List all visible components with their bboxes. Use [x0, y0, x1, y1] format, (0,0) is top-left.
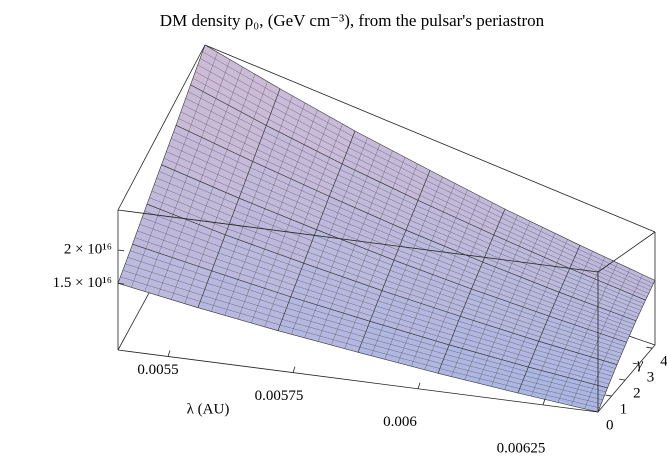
surface-mesh: [134, 209, 224, 267]
y-tick-label: 1: [620, 401, 628, 417]
y-tick: [605, 394, 612, 397]
x-tick: [167, 350, 171, 357]
z-tick-label: 1.5 × 10¹⁶: [53, 275, 112, 291]
surface-mesh: [213, 239, 302, 293]
surface-mesh: [163, 131, 251, 193]
x-axis-label: λ (AU): [187, 401, 230, 417]
y-tick-label: 2: [633, 386, 641, 402]
surface-mesh: [331, 169, 417, 226]
surface-mesh: [178, 91, 265, 156]
surface-mesh: [419, 175, 504, 231]
x-tick-label: 0.006: [383, 414, 417, 430]
surface-mesh: [439, 348, 527, 390]
surface-mesh: [550, 296, 635, 339]
surface-mesh: [200, 275, 289, 327]
z-tick: [117, 282, 125, 285]
surface-mesh: [407, 205, 493, 258]
surface-mesh: [254, 131, 341, 192]
surface-mesh: [305, 234, 393, 287]
z-tick: [117, 249, 125, 252]
y-tick-label: 0: [606, 417, 614, 433]
surface-mesh: [192, 51, 278, 120]
surface-mesh: [371, 294, 459, 342]
surface-mesh: [359, 325, 448, 370]
chart-title: DM density ρ₀, (GeV cm⁻³), from the puls…: [160, 11, 545, 30]
box-edge: [597, 231, 656, 273]
y-tick: [632, 362, 639, 365]
box-edge: [204, 44, 656, 233]
x-tick: [292, 366, 296, 373]
box-edge: [117, 349, 599, 413]
surface-mesh: [519, 370, 606, 409]
z-tick-label: 2 × 10¹⁶: [64, 241, 112, 257]
box-edge: [117, 44, 206, 211]
y-tick-label: 3: [647, 370, 655, 386]
surface-mesh: [292, 267, 381, 318]
surface-mesh: [318, 201, 405, 256]
x-tick-label: 0.00575: [255, 388, 304, 404]
y-tick: [646, 346, 653, 349]
surface-mesh: [462, 293, 548, 338]
surface-mesh: [280, 300, 369, 349]
y-tick: [591, 410, 599, 413]
surface-mesh: [495, 213, 579, 265]
x-tick-label: 0.00625: [497, 440, 546, 456]
surface-mesh: [227, 203, 315, 259]
surface-mesh: [344, 136, 429, 196]
surface-mesh: [473, 266, 558, 313]
surface-mesh: [561, 272, 644, 318]
y-axis-label: γ: [637, 356, 644, 372]
surface-mesh: [530, 345, 616, 385]
y-tick: [619, 378, 626, 381]
box-edge: [117, 209, 599, 273]
surface-mesh: [120, 248, 210, 304]
surface-mesh: [450, 320, 537, 364]
x-tick: [542, 398, 546, 406]
x-tick-label: 0.0055: [137, 362, 178, 378]
surface-mesh: [484, 239, 568, 289]
x-tick: [417, 382, 421, 389]
surface-mesh: [149, 170, 237, 230]
surface-mesh: [241, 167, 328, 225]
y-tick-label: 4: [660, 354, 667, 370]
surface-mesh: [383, 264, 470, 313]
surface-mesh: [571, 249, 654, 298]
surface-mesh: [395, 234, 481, 285]
surface-mesh: [540, 320, 625, 362]
surface-mesh: [268, 94, 353, 159]
box-edge: [597, 344, 656, 413]
